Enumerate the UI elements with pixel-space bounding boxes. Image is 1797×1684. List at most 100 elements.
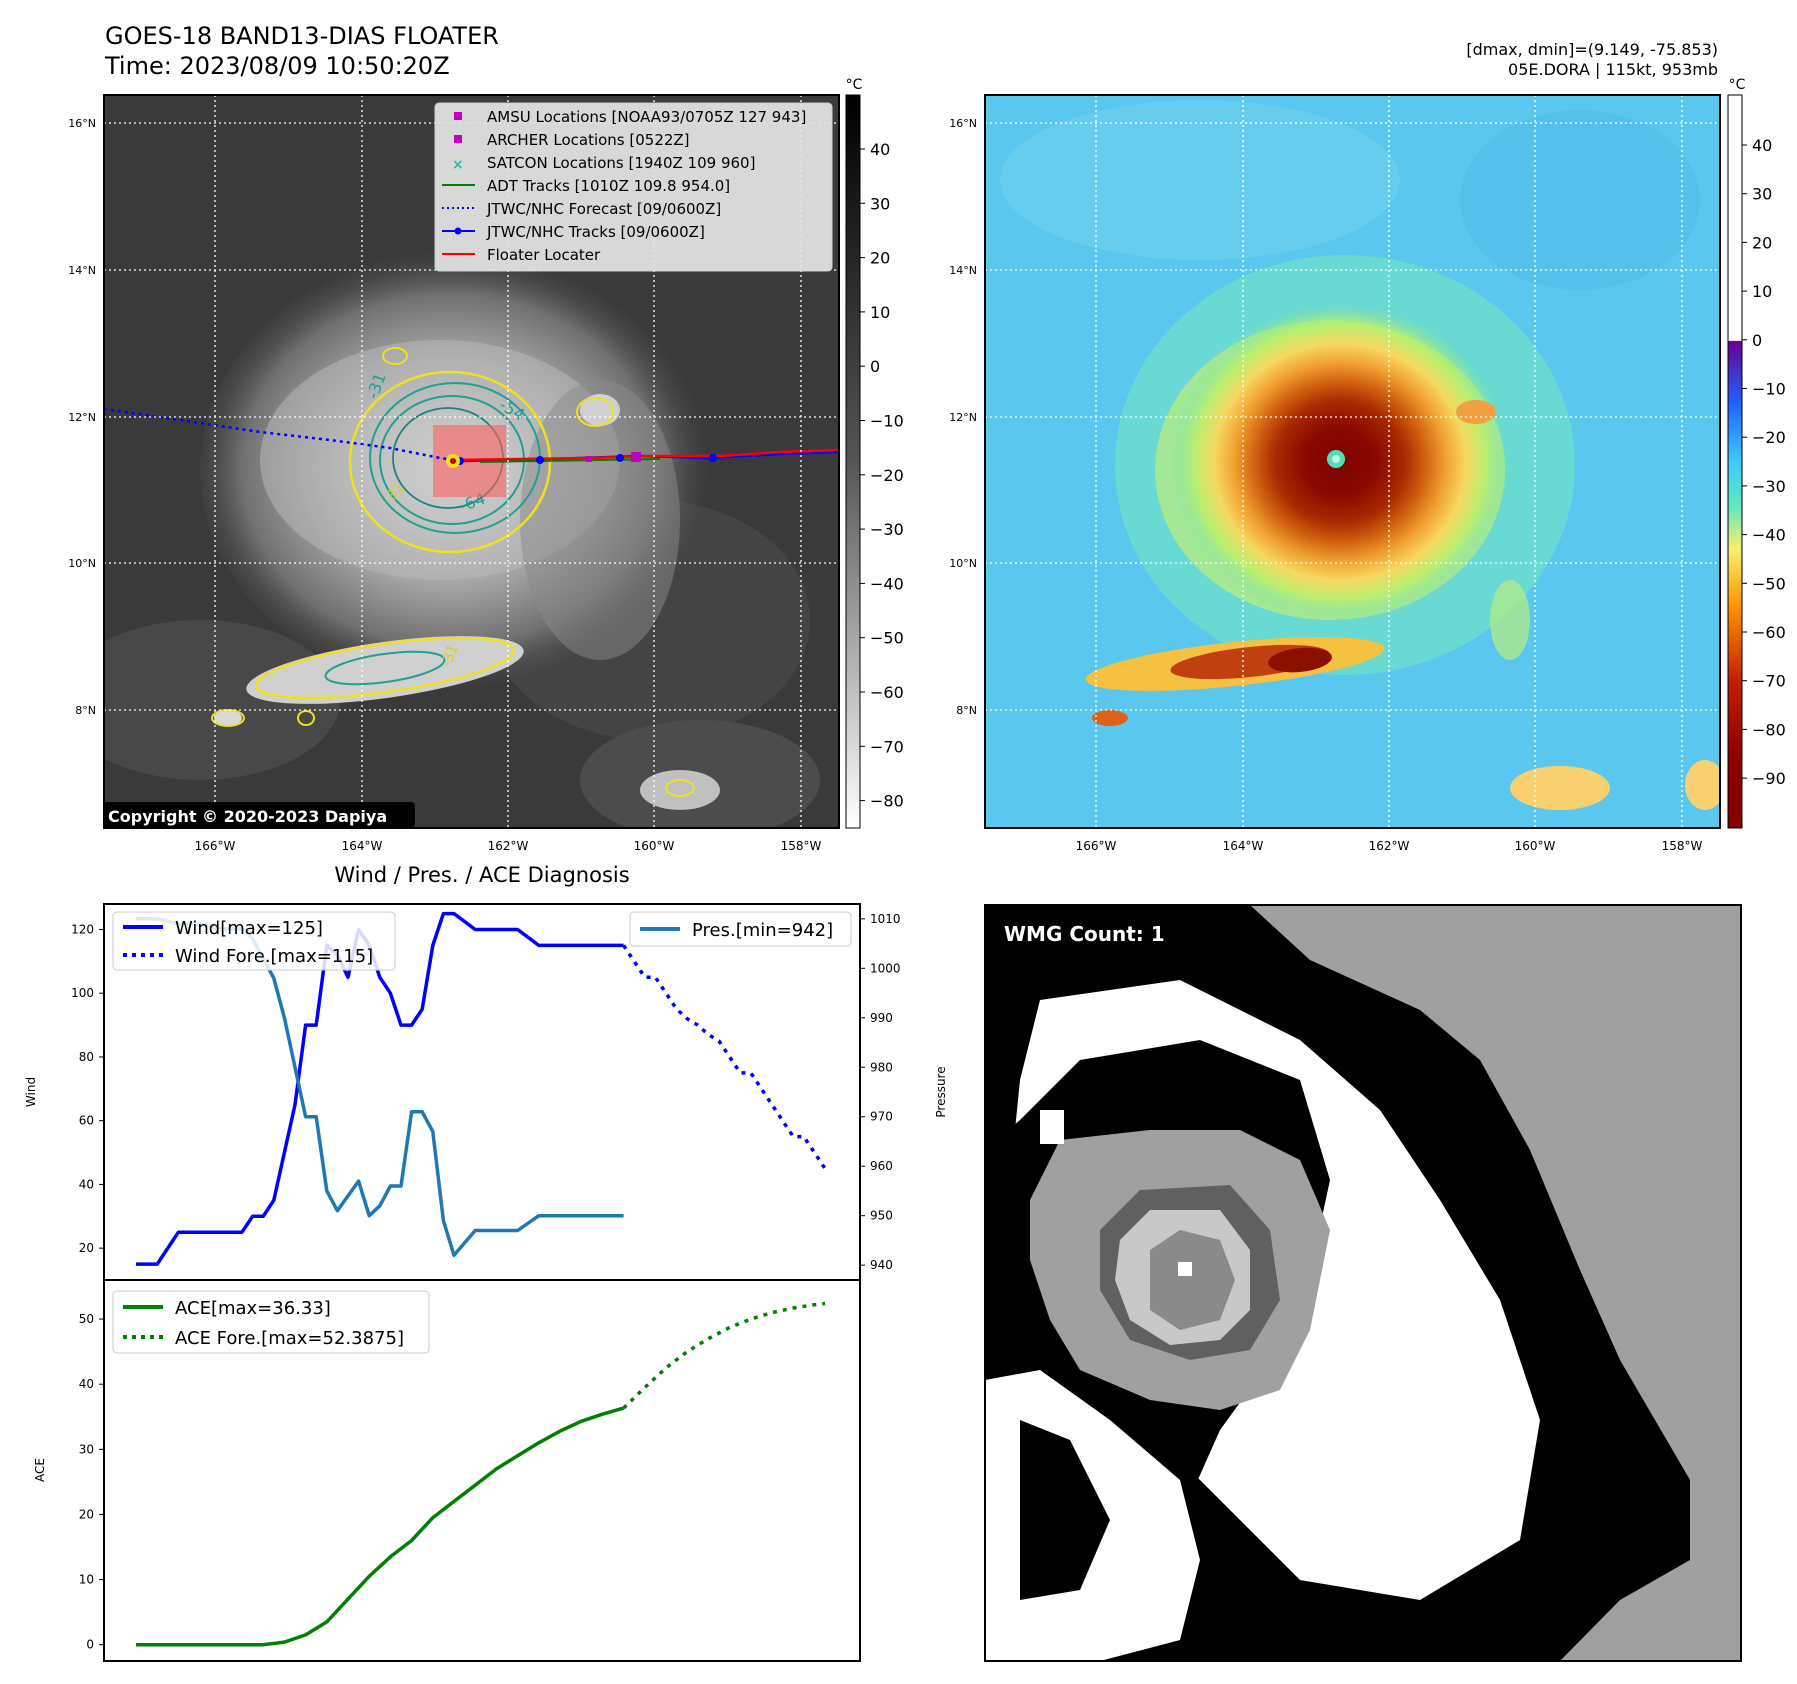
legend-ace-forecast: ACE Fore.[max=52.3875] <box>175 1328 404 1349</box>
axis-tick-label: 80 <box>79 1050 94 1064</box>
series-line <box>622 944 827 1170</box>
legend-wind: Wind[max=125] <box>175 918 323 939</box>
lon-label: 162°W <box>1369 839 1410 853</box>
grayscale-colorbar: °C 40 30 20 10 0 −10 −20 −30 −40 −50 −60 −70 −80 <box>845 77 904 829</box>
pressure-axis-label: Pressure <box>934 1066 948 1117</box>
colorbar-tick-label: −40 <box>1752 526 1786 545</box>
colorbar-tick-label: −50 <box>870 629 904 648</box>
adt-track <box>479 458 661 463</box>
lat-label: 12°N <box>949 411 977 424</box>
axis-tick-label: 1000 <box>870 961 901 975</box>
copyright-text: Copyright © 2020-2023 Dapiya <box>108 807 387 826</box>
colorbar-tick-label: −60 <box>870 683 904 702</box>
title-line-1: GOES-18 BAND13-DIAS FLOATER <box>105 22 499 50</box>
legend-archer: ARCHER Locations [0522Z] <box>487 131 690 149</box>
colorbar-tick-label: 40 <box>1752 136 1772 155</box>
colorbar-tick-label: 30 <box>870 194 890 213</box>
lon-label: 158°W <box>1662 839 1703 853</box>
colorbar-tick-label: −10 <box>1752 380 1786 399</box>
legend-jtwc-tracks: JTWC/NHC Tracks [09/0600Z] <box>486 223 705 241</box>
colorbar-tick-label: −20 <box>870 466 904 485</box>
legend-ace: ACE[max=36.33] <box>175 1298 331 1319</box>
axis-tick-label: 960 <box>870 1159 893 1173</box>
lat-label: 14°N <box>68 264 96 277</box>
title-line-2: Time: 2023/08/09 10:50:20Z <box>104 52 450 80</box>
axis-tick-label: 980 <box>870 1060 893 1074</box>
lon-label: 164°W <box>1223 839 1264 853</box>
color-colorbar: °C 40 30 20 10 0 −10 −20 −30 −40 −50 −60 −70 −80 −90 <box>1727 77 1786 829</box>
chart-title: Wind / Pres. / ACE Diagnosis <box>334 863 629 887</box>
series-line <box>622 1301 826 1410</box>
lat-label: 16°N <box>68 117 96 130</box>
colorbar-tick-label: −50 <box>1752 574 1786 593</box>
lon-label: 158°W <box>781 839 822 853</box>
wind-pressure-panel: 20 40 60 80 100 120 940 950 960 970 980 990 1000 101… <box>24 903 948 1281</box>
axis-tick-label: 40 <box>79 1177 94 1191</box>
dmax-dmin-text: [dmax, dmin]=(9.149, -75.853) <box>1466 40 1718 59</box>
lat-label: 10°N <box>68 557 96 570</box>
axis-tick-label: 100 <box>71 986 94 1000</box>
lat-label: 10°N <box>949 557 977 570</box>
floater-locater-track <box>451 448 839 462</box>
colorbar-tick-label: 30 <box>1752 185 1772 204</box>
map-legend: AMSU Locations [NOAA93/0705Z 127 943] AR… <box>434 102 833 272</box>
lat-label: 8°N <box>956 704 977 717</box>
legend-pressure: Pres.[min=942] <box>692 920 833 941</box>
lat-label: 16°N <box>949 117 977 130</box>
colorbar-tick-label: 20 <box>870 249 890 268</box>
axis-tick-label: 40 <box>79 1377 94 1391</box>
lon-label: 160°W <box>1515 839 1556 853</box>
axis-tick-label: 970 <box>870 1110 893 1124</box>
axis-tick-label: 50 <box>79 1312 94 1326</box>
lon-label: 160°W <box>634 839 675 853</box>
axis-tick-label: 940 <box>870 1258 893 1272</box>
storm-info-text: 05E.DORA | 115kt, 953mb <box>1508 60 1718 79</box>
axis-tick-label: 20 <box>79 1507 94 1521</box>
colorbar-tick-label: 20 <box>1752 233 1772 252</box>
lon-label: 166°W <box>1076 839 1117 853</box>
lat-label: 8°N <box>75 704 96 717</box>
colorbar-unit: °C <box>1729 77 1746 93</box>
axis-tick-label: 10 <box>79 1573 94 1587</box>
lon-label: 162°W <box>488 839 529 853</box>
colorbar-tick-label: 10 <box>870 303 890 322</box>
axis-tick-label: 60 <box>79 1114 94 1128</box>
colorbar-tick-label: −80 <box>1752 720 1786 739</box>
axis-tick-label: 120 <box>71 922 94 936</box>
colorbar-tick-label: −30 <box>870 520 904 539</box>
axis-tick-label: 20 <box>79 1241 94 1255</box>
ace-panel: 0 10 20 30 40 50 ACE ACE[max=36.33] ACE Fore.… <box>33 1279 861 1662</box>
legend-floater: Floater Locater <box>487 246 601 264</box>
colorbar-tick-label: −70 <box>1752 672 1786 691</box>
colorbar-tick-label: −90 <box>1752 769 1786 788</box>
svg-text:×: × <box>452 157 464 173</box>
colorbar-tick-label: 10 <box>1752 282 1772 301</box>
lat-label: 14°N <box>949 264 977 277</box>
axis-tick-label: 0 <box>86 1638 94 1652</box>
axis-tick-label: 990 <box>870 1011 893 1025</box>
ir-color-map <box>985 95 1720 828</box>
legend-satcon: SATCON Locations [1940Z 109 960] <box>487 154 755 172</box>
colorbar-tick-label: −70 <box>870 737 904 756</box>
wind-axis-label: Wind <box>24 1077 38 1107</box>
contour-label: -31 <box>439 642 462 669</box>
colorbar-tick-label: 40 <box>870 140 890 159</box>
lat-label: 12°N <box>68 411 96 424</box>
colorbar-tick-label: 0 <box>1752 331 1762 350</box>
axis-tick-label: 30 <box>79 1442 94 1456</box>
colorbar-unit: °C <box>846 77 863 93</box>
colorbar-tick-label: −60 <box>1752 623 1786 642</box>
axis-tick-label: 1010 <box>870 912 901 926</box>
colorbar-tick-label: −80 <box>870 792 904 811</box>
legend-adt: ADT Tracks [1010Z 109.8 954.0] <box>487 177 730 195</box>
axis-tick-label: 950 <box>870 1209 893 1223</box>
series-line <box>136 1406 625 1647</box>
ace-axis-label: ACE <box>33 1458 47 1482</box>
colorbar-tick-label: −10 <box>870 412 904 431</box>
legend-amsu: AMSU Locations [NOAA93/0705Z 127 943] <box>487 108 806 126</box>
colorbar-tick-label: −30 <box>1752 477 1786 496</box>
colorbar-tick-label: −40 <box>870 574 904 593</box>
colorbar-tick-label: −20 <box>1752 428 1786 447</box>
legend-jtwc-forecast: JTWC/NHC Forecast [09/0600Z] <box>486 200 721 218</box>
legend-wind-forecast: Wind Fore.[max=115] <box>175 946 373 967</box>
